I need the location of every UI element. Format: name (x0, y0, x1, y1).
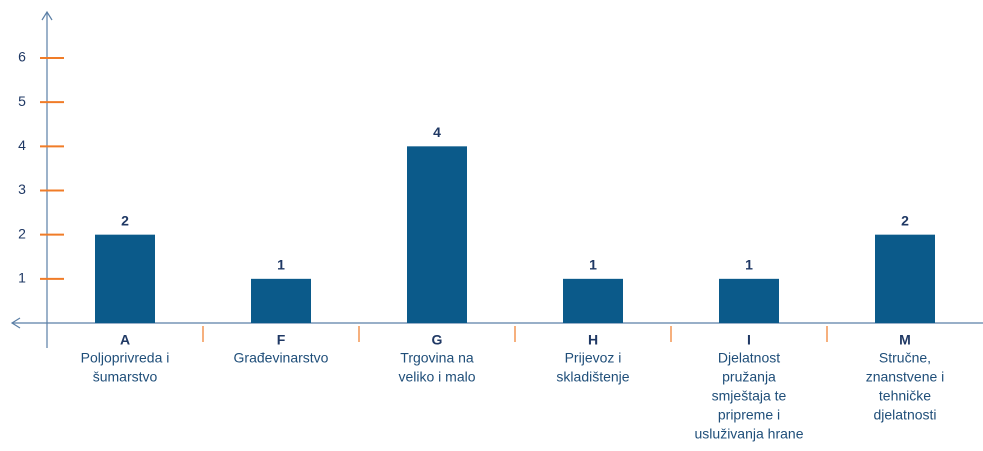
y-tick-label: 2 (18, 225, 26, 241)
category-description: pružanja (722, 369, 776, 385)
category-description: Prijevoz i (565, 350, 622, 366)
bar (407, 146, 467, 323)
category-description: veliko i malo (398, 369, 475, 385)
category-description: smještaja te (712, 388, 787, 404)
category-description: Trgovina na (400, 350, 474, 366)
y-tick-label: 1 (18, 270, 26, 286)
x-tick-label: F (277, 332, 286, 348)
x-tick-label: I (747, 332, 751, 348)
category-description: Djelatnost (718, 350, 780, 366)
value-label: 1 (745, 257, 753, 273)
y-tick-label: 3 (18, 181, 26, 197)
bar (563, 278, 623, 323)
bar (251, 278, 311, 323)
value-label: 1 (277, 257, 285, 273)
x-axis-arrow (10, 317, 21, 329)
category-description: skladištenje (556, 369, 629, 385)
y-tick-label: 6 (18, 49, 26, 65)
y-tick-label: 5 (18, 93, 26, 109)
value-label: 2 (901, 212, 909, 228)
value-label: 4 (433, 124, 441, 140)
category-description: Građevinarstvo (234, 350, 329, 366)
y-tick-label: 4 (18, 137, 26, 153)
category-description: djelatnosti (873, 407, 936, 423)
category-description: usluživanja hrane (695, 426, 804, 442)
x-tick-label: M (899, 332, 911, 348)
bar (719, 278, 779, 323)
category-description: znanstvene i (866, 369, 945, 385)
y-axis-arrow (41, 10, 53, 21)
bar (875, 234, 935, 323)
bar (95, 234, 155, 323)
category-description: Poljoprivreda i (81, 350, 170, 366)
value-label: 1 (589, 257, 597, 273)
x-tick-label: G (432, 332, 443, 348)
category-description: pripreme i (718, 407, 780, 423)
category-description: šumarstvo (93, 369, 158, 385)
category-description: Stručne, (879, 350, 931, 366)
category-description: tehničke (879, 388, 931, 404)
x-tick-label: H (588, 332, 598, 348)
value-label: 2 (121, 212, 129, 228)
x-tick-label: A (120, 332, 130, 348)
